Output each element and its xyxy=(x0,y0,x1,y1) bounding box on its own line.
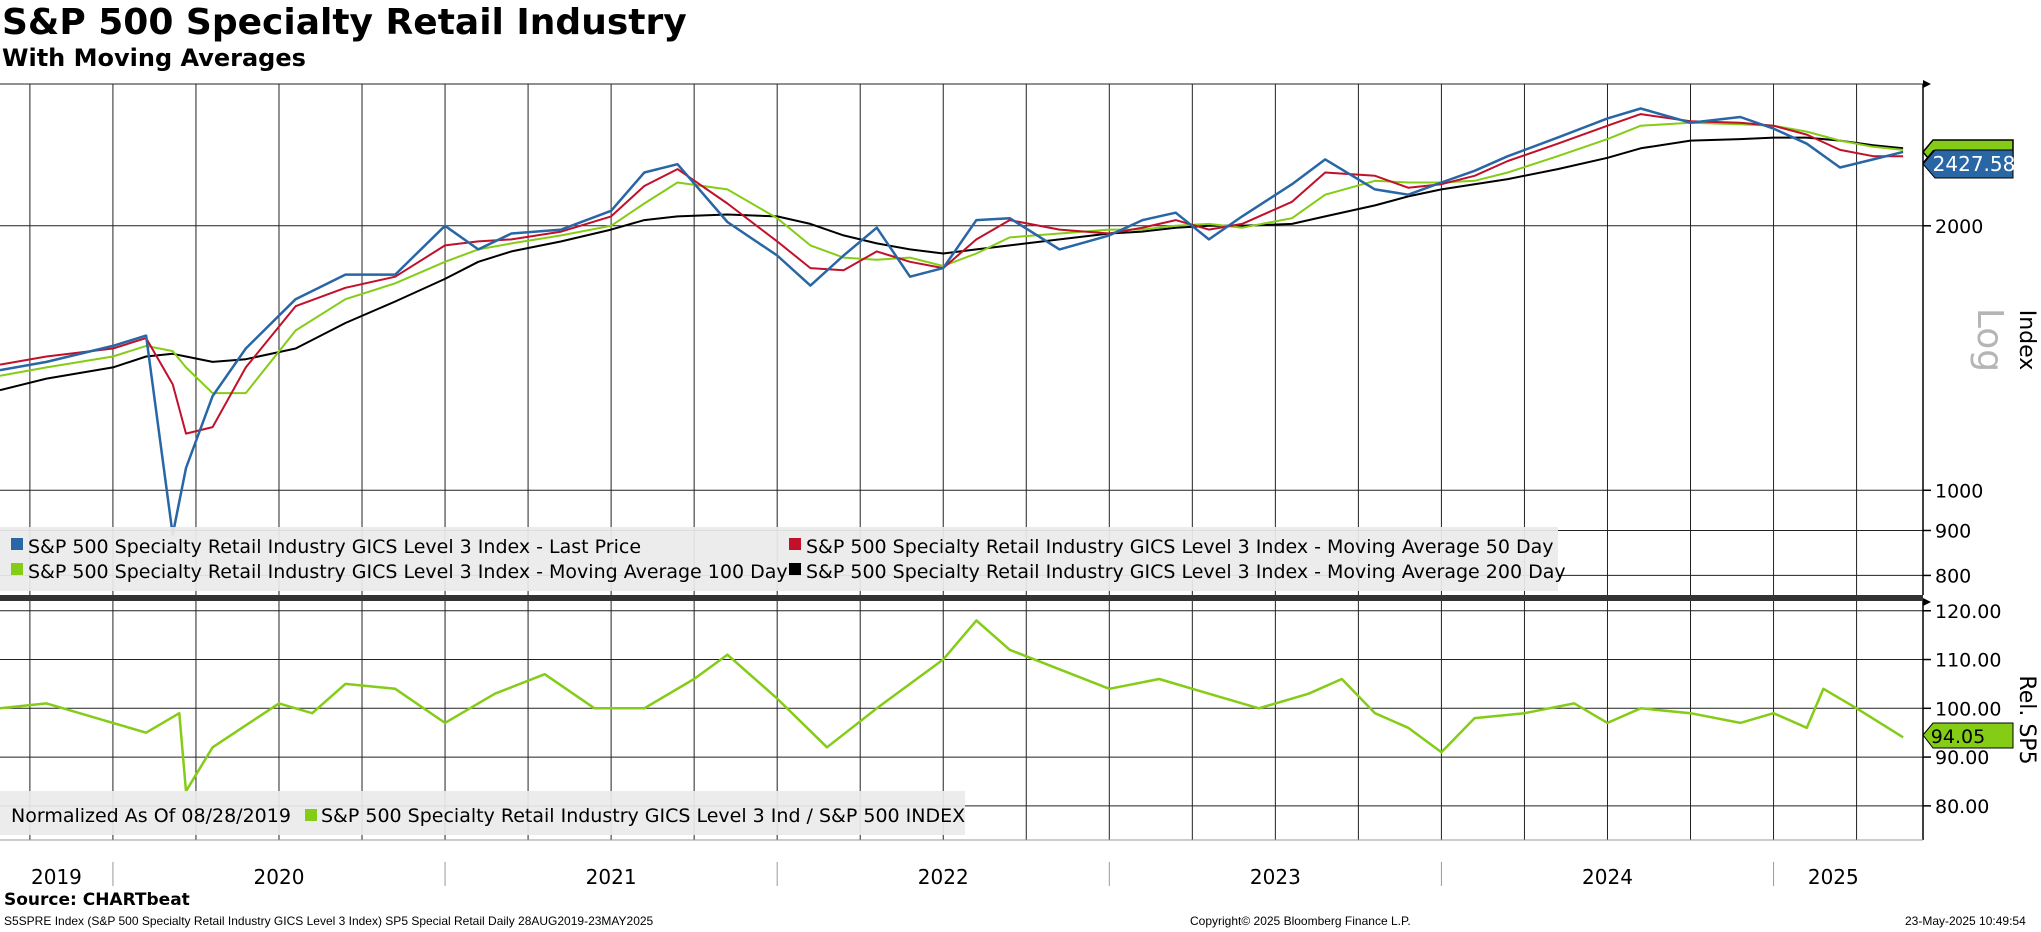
upper-axis-arrow xyxy=(1923,80,1931,88)
chart-subtitle: With Moving Averages xyxy=(2,44,306,72)
lower-tick-label: 100.00 xyxy=(1935,698,2001,720)
upper-tick-label: 800 xyxy=(1935,565,1971,587)
relative-last-value: 94.05 xyxy=(1931,726,1985,748)
log-scale-label: Log xyxy=(1969,308,2010,372)
normalized-label: Normalized As Of 08/28/2019 xyxy=(11,805,291,827)
legend-label-ma50: S&P 500 Specialty Retail Industry GICS L… xyxy=(806,536,1554,558)
lower-series xyxy=(0,619,1904,793)
ma100-line xyxy=(0,121,1904,395)
legend-swatch-relative xyxy=(305,809,317,821)
year-separators xyxy=(112,862,1775,886)
ma200-line xyxy=(0,136,1904,392)
upper-tick-label: 2000 xyxy=(1935,216,1983,238)
upper-legend: S&P 500 Specialty Retail Industry GICS L… xyxy=(0,527,1566,591)
legend-label-ma200: S&P 500 Specialty Retail Industry GICS L… xyxy=(806,561,1566,583)
lower-axis-arrow xyxy=(1923,598,1931,606)
lower-legend-background xyxy=(0,791,965,835)
year-label: 2024 xyxy=(1582,865,1633,889)
year-label: 2021 xyxy=(586,865,637,889)
last-price-tag xyxy=(1922,149,2014,179)
source-label: Source: CHARTbeat xyxy=(4,890,190,910)
upper-y-ticks: 800 900 1000 2000 xyxy=(1923,216,1983,587)
legend-swatch-ma50 xyxy=(789,538,801,550)
vertical-gridlines xyxy=(0,83,1923,840)
legend-swatch-ma100 xyxy=(11,563,23,575)
copyright: Copyright© 2025 Bloomberg Finance L.P. xyxy=(1190,914,1411,928)
upper-last-value-tags: 2427.58 xyxy=(1922,139,2016,179)
legend-label-last-price: S&P 500 Specialty Retail Industry GICS L… xyxy=(28,536,641,558)
relative-line xyxy=(0,619,1904,793)
lower-tick-label: 110.00 xyxy=(1935,650,2001,672)
upper-tick-label: 900 xyxy=(1935,520,1971,542)
year-labels: 2019 2020 2021 2022 2023 2024 2025 xyxy=(31,865,1859,889)
ticker-info: S5SPRE Index (S&P 500 Specialty Retail I… xyxy=(4,914,654,928)
legend-label-relative: S&P 500 Specialty Retail Industry GICS L… xyxy=(321,805,965,827)
last-price-line xyxy=(0,107,1904,536)
lower-tick-label: 120.00 xyxy=(1935,601,2001,623)
last-price-value: 2427.58 xyxy=(1933,152,2016,176)
lower-axis-title: Rel. SP5 xyxy=(2014,675,2039,764)
year-label: 2019 xyxy=(31,865,82,889)
upper-horizontal-gridlines xyxy=(0,225,1923,576)
year-label: 2025 xyxy=(1808,865,1859,889)
legend-swatch-ma200 xyxy=(789,563,801,575)
year-label: 2023 xyxy=(1250,865,1301,889)
panel-separator xyxy=(0,595,1923,601)
lower-tick-label: 80.00 xyxy=(1935,796,1989,818)
timestamp: 23-May-2025 10:49:54 xyxy=(1905,914,2026,928)
lower-last-value-tag: 94.05 xyxy=(1922,722,2014,749)
upper-legend-background xyxy=(0,527,1558,591)
lower-y-ticks: 80.00 90.00 100.00 110.00 120.00 xyxy=(1923,601,2001,818)
legend-swatch-last-price xyxy=(11,538,23,550)
lower-legend: Normalized As Of 08/28/2019 S&P 500 Spec… xyxy=(0,791,965,835)
lower-horizontal-gridlines xyxy=(0,610,1923,807)
legend-label-ma100: S&P 500 Specialty Retail Industry GICS L… xyxy=(28,561,788,583)
relative-value-tag xyxy=(1922,722,2014,749)
ma50-line xyxy=(0,113,1904,435)
upper-tick-label: 1000 xyxy=(1935,480,1983,502)
year-label: 2020 xyxy=(254,865,305,889)
year-label: 2022 xyxy=(918,865,969,889)
upper-axis-title: Index xyxy=(2014,310,2039,371)
lower-tick-label: 90.00 xyxy=(1935,747,1989,769)
chart-title: S&P 500 Specialty Retail Industry xyxy=(2,2,687,43)
upper-series xyxy=(0,107,1904,536)
